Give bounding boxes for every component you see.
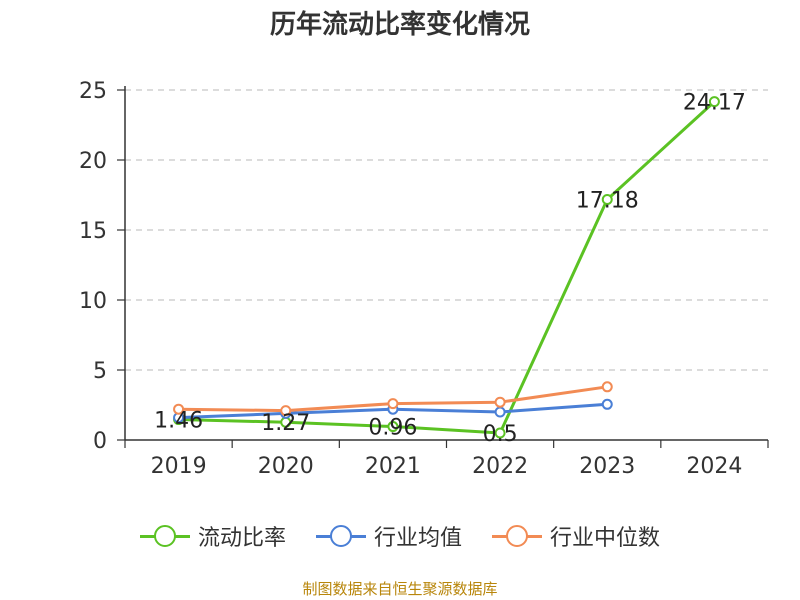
data-point: [601, 381, 613, 393]
data-point: [494, 427, 506, 439]
legend: 流动比率 行业均值 行业中位数: [0, 520, 800, 552]
legend-item-industry-mean[interactable]: 行业均值: [315, 520, 462, 552]
legend-label: 流动比率: [197, 526, 286, 551]
data-label: 0.5: [483, 422, 518, 447]
legend-line-icon: [492, 524, 542, 548]
data-point: [387, 398, 399, 410]
x-tick-label: 2019: [151, 454, 207, 479]
data-point: [173, 403, 185, 415]
y-tick-label: 25: [79, 79, 107, 104]
y-tick-label: 15: [79, 219, 107, 244]
y-tick-label: 10: [79, 289, 107, 314]
data-point: [601, 193, 613, 205]
data-point: [494, 396, 506, 408]
legend-label: 行业中位数: [550, 526, 661, 551]
data-label: 0.96: [368, 416, 417, 441]
data-label: 1.46: [154, 409, 203, 434]
grid-lines: [125, 89, 768, 371]
x-tick-label: 2021: [365, 454, 421, 479]
series-line-0: [178, 100, 716, 435]
axes: 0 5 10 15 20 25 2019 2020 2021 2022 2023 2024: [79, 79, 769, 479]
chart-title: 历年流动比率变化情况: [269, 10, 530, 40]
data-point: [494, 406, 506, 418]
y-tick-label: 0: [93, 429, 107, 454]
x-tick-label: 2020: [258, 454, 314, 479]
series-lines: [173, 96, 720, 439]
legend-line-icon: [139, 524, 190, 548]
data-point: [387, 421, 399, 433]
y-tick-label: 5: [93, 359, 107, 384]
x-tick-label: 2024: [686, 454, 742, 479]
y-tick-label: 20: [79, 149, 107, 174]
data-label: 24.17: [683, 91, 746, 116]
data-point: [601, 398, 613, 410]
x-tick-label: 2022: [472, 454, 528, 479]
source-note: 制图数据来自恒生聚源数据库: [302, 580, 498, 598]
data-point: [708, 96, 720, 108]
data-label: 1.27: [261, 411, 310, 436]
legend-item-current-ratio[interactable]: 流动比率: [139, 520, 286, 552]
legend-label: 行业均值: [373, 526, 462, 551]
data-label: 17.18: [576, 188, 639, 213]
x-tick-label: 2023: [579, 454, 635, 479]
data-labels: 1.46 1.27 0.96 0.5 17.18 24.17: [154, 91, 746, 447]
legend-item-industry-median[interactable]: 行业中位数: [492, 520, 660, 552]
data-point: [280, 405, 292, 417]
legend-line-icon: [315, 524, 366, 548]
